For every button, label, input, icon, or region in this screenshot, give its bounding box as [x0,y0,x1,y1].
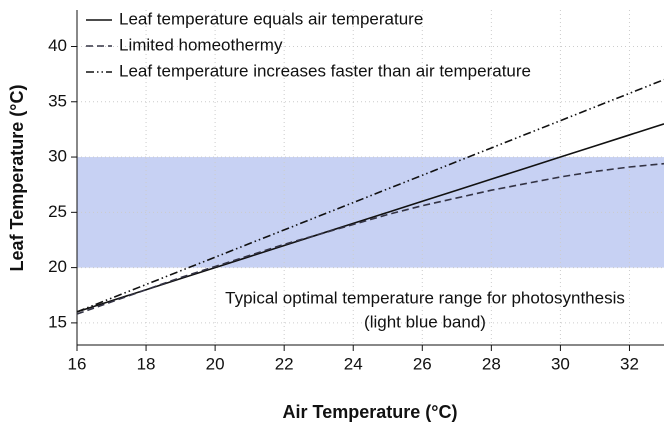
legend-label: Leaf temperature equals air temperature [119,9,423,28]
y-tick-label: 20 [48,257,67,276]
x-tick-label: 30 [551,354,570,373]
x-tick-label: 18 [137,354,156,373]
series-line [76,162,664,315]
x-tick-label: 24 [344,354,363,373]
legend-label: Leaf temperature increases faster than a… [119,61,531,80]
x-axis-label: Air Temperature (°C) [283,402,458,422]
y-tick-label: 15 [48,312,67,331]
annotation: (light blue band) [364,312,486,331]
annotation: Typical optimal temperature range for ph… [225,288,625,307]
x-tick-label: 28 [482,354,501,373]
y-axis-label: Leaf Temperature (°C) [7,85,27,272]
x-tick-label: 22 [275,354,294,373]
x-tick-label: 16 [68,354,87,373]
legend-label: Limited homeothermy [119,35,283,54]
y-tick-label: 30 [48,147,67,166]
y-tick-label: 25 [48,202,67,221]
series-line [76,123,664,313]
series-line [76,78,664,313]
x-tick-label: 20 [206,354,225,373]
y-tick-label: 40 [48,36,67,55]
x-tick-label: 26 [413,354,432,373]
y-tick-label: 35 [48,91,67,110]
x-tick-label: 32 [620,354,639,373]
